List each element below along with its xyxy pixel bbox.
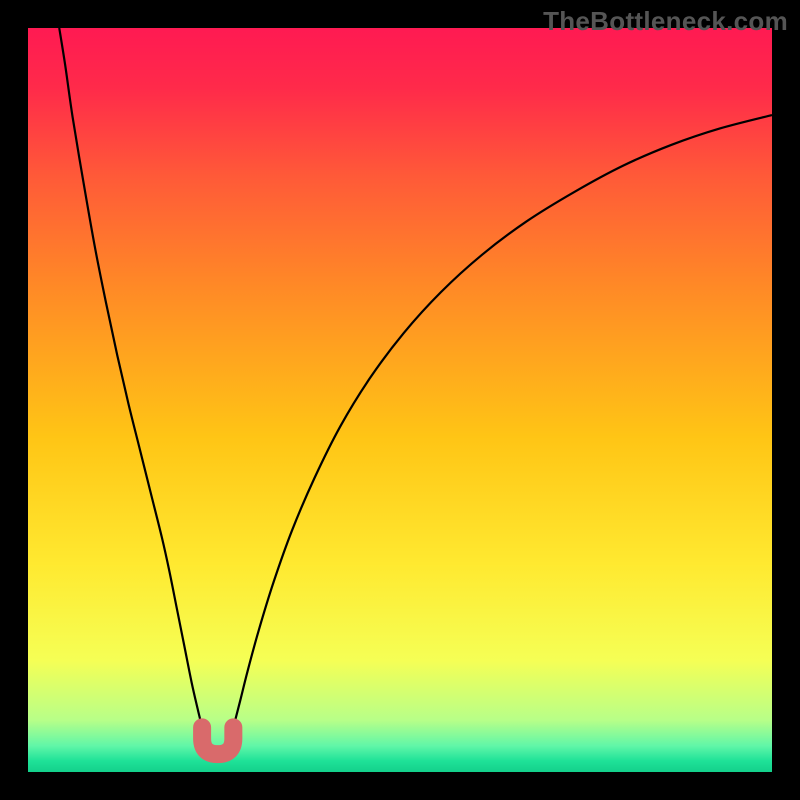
chart-canvas — [0, 0, 800, 800]
watermark-text: TheBottleneck.com — [543, 6, 788, 37]
bottleneck-chart: TheBottleneck.com — [0, 0, 800, 800]
plot-gradient-background — [28, 28, 772, 772]
